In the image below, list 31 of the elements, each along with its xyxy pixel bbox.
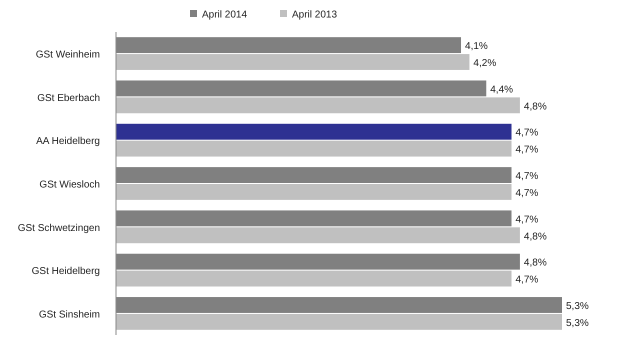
data-label: 4,7% bbox=[516, 274, 538, 286]
y-tick-label: GSt Sinsheim bbox=[38, 309, 100, 320]
y-tick-label: GSt Wiesloch bbox=[39, 180, 100, 190]
data-label: 5,3% bbox=[566, 300, 589, 312]
bar bbox=[116, 227, 520, 244]
bar bbox=[116, 124, 512, 140]
y-tick-label: GSt Heidelberg bbox=[32, 266, 100, 278]
data-label: 4,7% bbox=[516, 171, 538, 182]
y-tick-label: GSt Weinheim bbox=[36, 50, 100, 61]
data-label: 4,1% bbox=[465, 41, 488, 52]
bar bbox=[116, 314, 562, 330]
data-label: 4,4% bbox=[490, 84, 514, 96]
data-label: 4,8% bbox=[524, 258, 547, 269]
data-label: 4,8% bbox=[524, 231, 547, 242]
bar bbox=[116, 270, 512, 287]
data-label: 5,3% bbox=[566, 318, 589, 329]
bar bbox=[116, 54, 470, 70]
y-tick-label: GSt Schwetzingen bbox=[18, 222, 100, 234]
data-label: 4,7% bbox=[516, 214, 538, 226]
y-tick-label: AA Heidelberg bbox=[36, 136, 100, 148]
legend-label: April 2013 bbox=[292, 10, 338, 20]
data-label: 4,8% bbox=[524, 101, 547, 112]
y-tick-label: GSt Eberbach bbox=[37, 92, 100, 104]
data-label: 4,7% bbox=[516, 128, 538, 139]
data-label: 4,7% bbox=[516, 188, 538, 199]
data-label: 4,7% bbox=[516, 144, 538, 156]
data-label: 4,2% bbox=[473, 58, 496, 70]
legend-label: April 2014 bbox=[202, 10, 248, 20]
bar bbox=[116, 97, 520, 114]
bar bbox=[116, 184, 512, 200]
bar bbox=[116, 140, 512, 157]
